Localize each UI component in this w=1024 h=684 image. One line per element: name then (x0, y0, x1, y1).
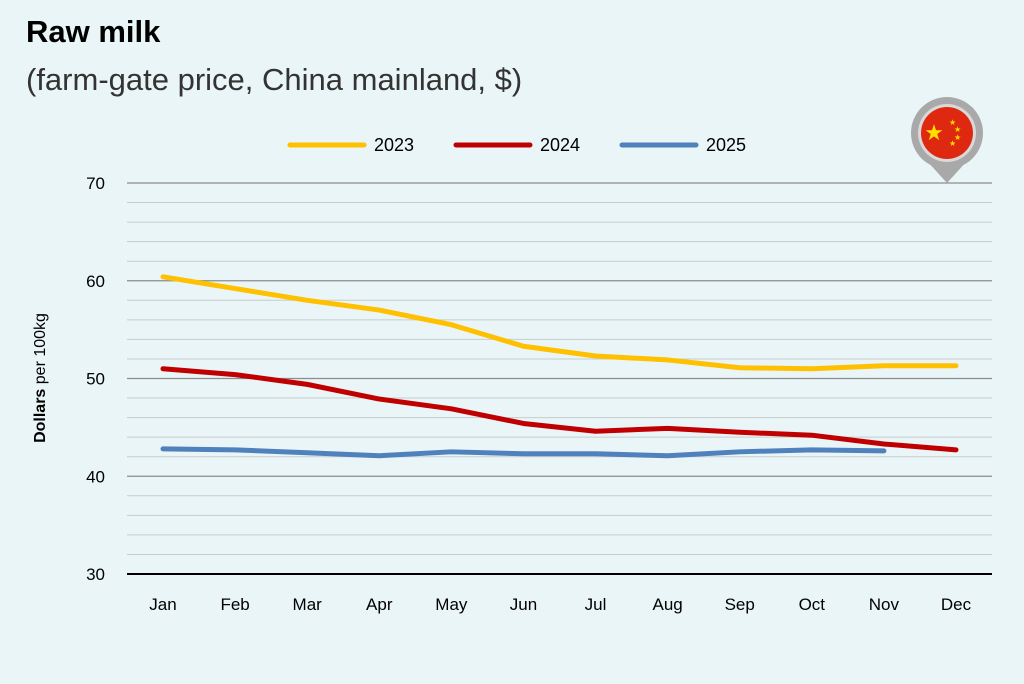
svg-text:★: ★ (954, 125, 961, 134)
x-tick-label: Nov (869, 595, 900, 614)
legend-label-2024: 2024 (540, 135, 580, 155)
svg-text:★: ★ (924, 120, 944, 145)
x-tick-label: Jun (510, 595, 537, 614)
y-axis-label: Dollars per 100kg (32, 313, 49, 443)
svg-text:★: ★ (949, 139, 956, 148)
x-tick-label: Mar (293, 595, 323, 614)
china-flag-pin-icon: ★ ★ ★ ★ ★ (911, 97, 983, 183)
x-tick-label: Jul (585, 595, 607, 614)
y-tick-label: 60 (86, 272, 105, 291)
series-line-2024 (160, 366, 959, 453)
x-tick-label: Dec (941, 595, 972, 614)
series-line-2025 (160, 446, 887, 459)
x-tick-label: Aug (653, 595, 683, 614)
x-tick-label: Jan (149, 595, 176, 614)
x-tick-label: Oct (799, 595, 826, 614)
x-tick-label: Apr (366, 595, 393, 614)
x-tick-label: Feb (220, 595, 249, 614)
x-tick-label: May (435, 595, 468, 614)
svg-text:★: ★ (949, 118, 956, 127)
y-tick-label: 30 (86, 565, 105, 584)
legend-label-2023: 2023 (374, 135, 414, 155)
y-tick-label: 50 (86, 370, 105, 389)
chart-title: Raw milk (26, 14, 161, 49)
y-tick-label: 40 (86, 467, 105, 486)
x-tick-label: Sep (725, 595, 755, 614)
legend-label-2025: 2025 (706, 135, 746, 155)
series-line-2023 (160, 274, 959, 372)
chart-subtitle: (farm-gate price, China mainland, $) (26, 62, 523, 97)
y-tick-label: 70 (86, 174, 105, 193)
svg-text:★: ★ (954, 133, 961, 142)
